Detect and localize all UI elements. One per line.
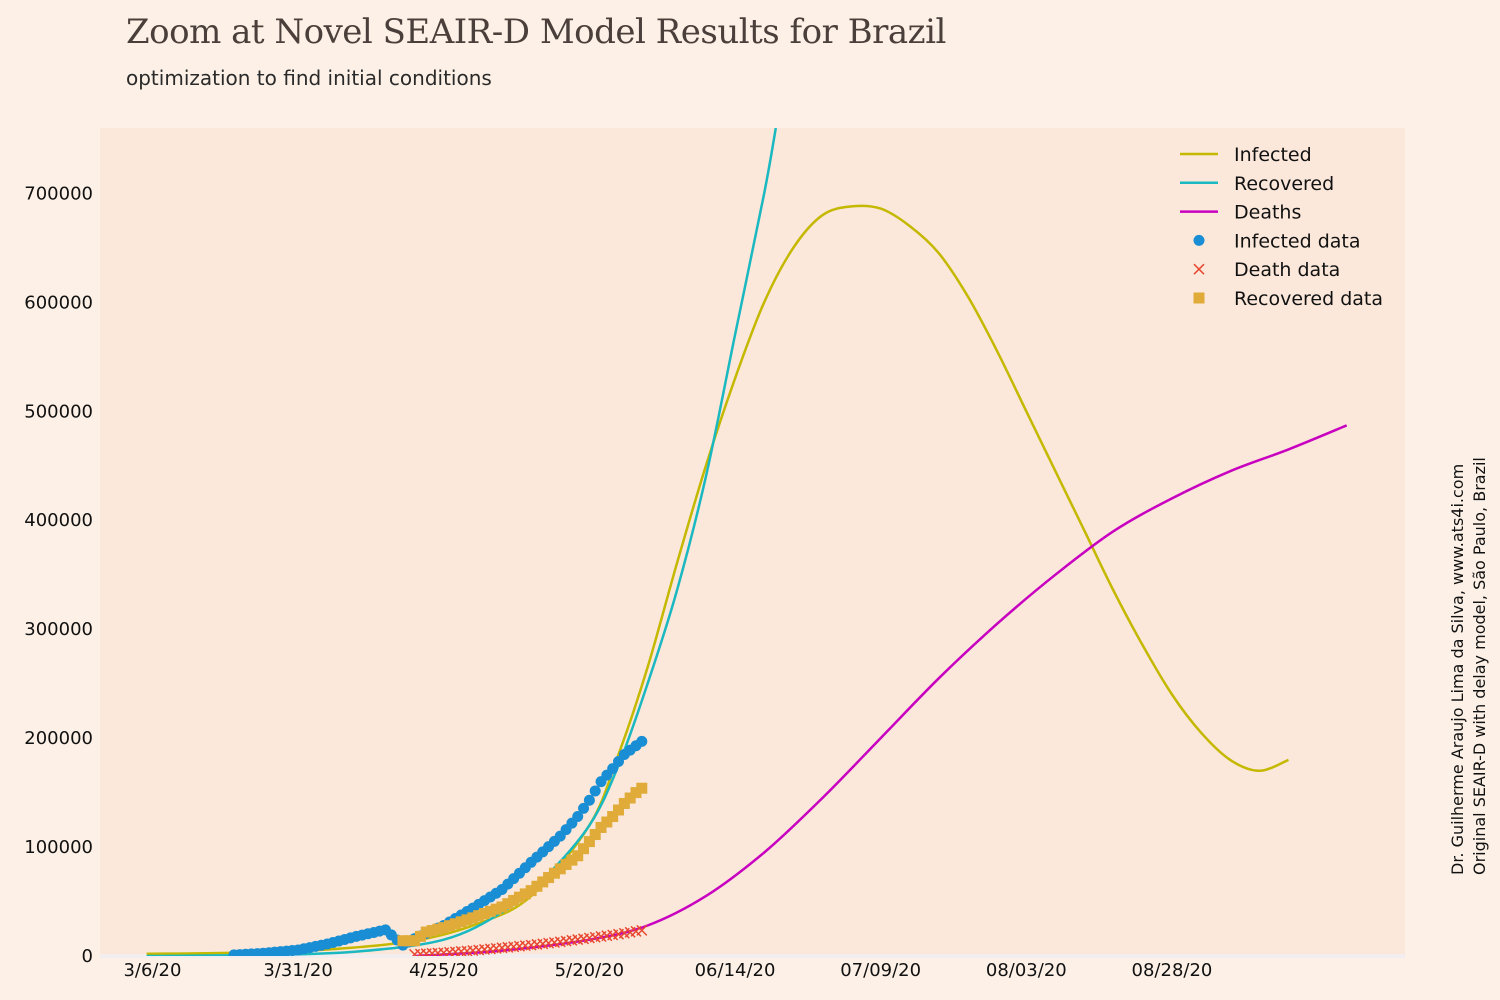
- x-tick-label: 4/25/20: [409, 960, 478, 981]
- data-point-death-data: [636, 924, 648, 936]
- data-point-recovered-data: [618, 797, 630, 809]
- data-point-recovered-data: [490, 903, 502, 915]
- data-point-recovered-data: [519, 888, 531, 900]
- x-tick-label: 06/14/20: [695, 960, 776, 981]
- credit-model: Original SEAIR-D with delay model, São P…: [1470, 457, 1489, 875]
- legend: Infected Recovered Deaths Infected data Deat…: [1180, 144, 1383, 310]
- y-tick-label: 600000: [24, 292, 93, 313]
- data-point-recovered-data: [479, 908, 491, 920]
- data-point-infected-data: [583, 794, 595, 806]
- y-tick-label: 300000: [24, 619, 93, 640]
- data-point-infected-data: [578, 802, 590, 814]
- data-point-recovered-data: [548, 867, 560, 879]
- data-point-recovered-data: [601, 816, 613, 828]
- data-point-recovered-data: [1193, 292, 1205, 304]
- y-tick-label: 400000: [24, 510, 93, 531]
- data-point-recovered-data: [531, 880, 543, 892]
- data-point-recovered-data: [438, 922, 450, 934]
- data-point-recovered-data: [473, 910, 485, 922]
- y-tick-labels: 0 100000 200000 300000 400000 500000 600000 700…: [24, 183, 93, 967]
- data-point-infected-data: [589, 785, 601, 797]
- chart-subtitle: optimization to find initial conditions: [126, 66, 492, 90]
- x-tick-label: 3/6/20: [123, 960, 181, 981]
- y-tick-label: 200000: [24, 728, 93, 749]
- data-point-infected-data: [572, 811, 584, 823]
- data-point-recovered-data: [420, 926, 432, 938]
- x-tick-label: 5/20/20: [555, 960, 624, 981]
- data-point-recovered-data: [449, 918, 461, 930]
- x-tick-label: 07/09/20: [840, 960, 921, 981]
- data-point-recovered-data: [461, 914, 473, 926]
- x-tick-label: 08/03/20: [986, 960, 1067, 981]
- data-point-recovered-data: [432, 923, 444, 935]
- data-point-infected-data: [1193, 234, 1205, 246]
- data-point-recovered-data: [560, 858, 572, 870]
- chart-title: Zoom at Novel SEAIR-D Model Results for …: [126, 12, 946, 52]
- legend-item-deaths: Deaths: [1180, 202, 1301, 224]
- data-point-recovered-data: [566, 854, 578, 866]
- data-point-recovered-data: [508, 894, 520, 906]
- data-point-recovered-data: [537, 876, 549, 888]
- y-tick-label: 100000: [24, 837, 93, 858]
- series-markers: [228, 735, 648, 956]
- data-point-recovered-data: [543, 872, 555, 884]
- data-point-recovered-data: [444, 920, 456, 932]
- data-point-recovered-data: [513, 891, 525, 903]
- y-tick-label: 500000: [24, 401, 93, 422]
- legend-item-infected-data: Infected data: [1193, 230, 1361, 252]
- data-point-recovered-data: [607, 811, 619, 823]
- data-point-recovered-data: [583, 836, 595, 848]
- data-point-recovered-data: [409, 935, 421, 947]
- legend-label: Recovered: [1234, 173, 1334, 195]
- data-point-recovered-data: [595, 821, 607, 833]
- data-point-recovered-data: [578, 843, 590, 855]
- data-point-recovered-data: [589, 829, 601, 841]
- legend-item-recovered-data: Recovered data: [1193, 288, 1383, 310]
- legend-item-death-data: Death data: [1193, 259, 1340, 281]
- series-line-infected: [146, 204, 1289, 956]
- legend-item-infected: Infected: [1180, 144, 1312, 166]
- data-point-recovered-data: [525, 885, 537, 897]
- legend-label: Deaths: [1234, 202, 1301, 224]
- data-point-recovered-data: [572, 850, 584, 862]
- legend-label: Death data: [1234, 259, 1340, 281]
- legend-label: Infected data: [1234, 230, 1361, 252]
- x-tick-labels: 3/6/20 3/31/20 4/25/20 5/20/20 06/14/20 07/09…: [123, 960, 1212, 981]
- data-point-recovered-data: [630, 787, 642, 799]
- data-point-recovered-data: [554, 863, 566, 875]
- data-point-recovered-data: [467, 912, 479, 924]
- data-point-recovered-data: [502, 898, 514, 910]
- data-point-recovered-data: [624, 792, 636, 804]
- credit-annotation: Dr. Guilherme Araujo Lima da Silva, www.…: [1425, 420, 1495, 890]
- y-tick-label: 700000: [24, 183, 93, 204]
- legend-label: Recovered data: [1234, 288, 1383, 310]
- x-tick-label: 08/28/20: [1132, 960, 1213, 981]
- data-point-recovered-data: [414, 930, 426, 942]
- legend-item-recovered: Recovered: [1180, 173, 1334, 195]
- data-point-recovered-data: [455, 916, 467, 928]
- legend-label: Infected: [1234, 144, 1312, 166]
- data-point-recovered-data: [496, 901, 508, 913]
- data-point-recovered-data: [613, 804, 625, 816]
- y-tick-label: 0: [82, 946, 93, 967]
- data-point-recovered-data: [397, 935, 409, 947]
- data-point-recovered-data: [484, 905, 496, 917]
- data-point-death-data: [1193, 263, 1205, 275]
- credit-author: Dr. Guilherme Araujo Lima da Silva, www.…: [1448, 463, 1467, 875]
- data-point-recovered-data: [403, 935, 415, 947]
- plot-area: [100, 128, 1405, 956]
- data-point-recovered-data: [426, 925, 438, 937]
- data-point-recovered-data: [636, 782, 648, 794]
- x-tick-label: 3/31/20: [263, 960, 332, 981]
- data-point-infected-data: [636, 735, 648, 747]
